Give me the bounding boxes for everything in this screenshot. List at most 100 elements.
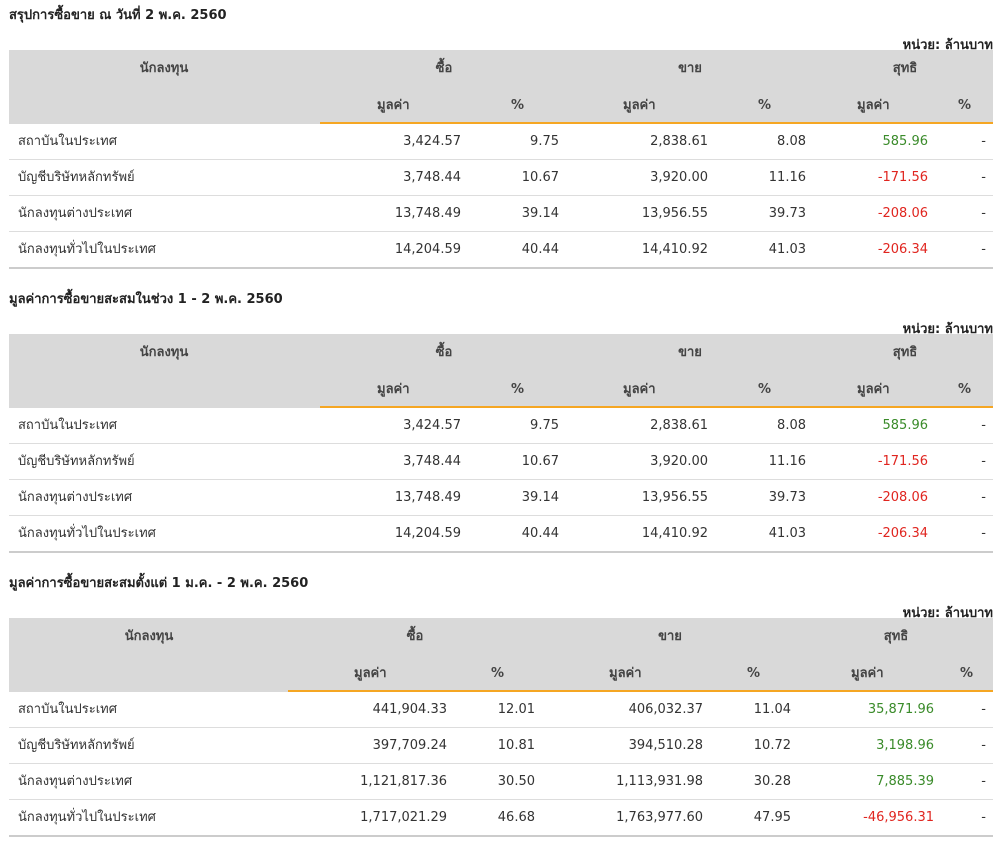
header-buy: ซื้อ bbox=[435, 61, 453, 76]
subheader-sell-value: มูลค่า bbox=[609, 666, 642, 681]
net-value: -208.06 bbox=[877, 206, 928, 221]
sell-value: 2,838.61 bbox=[650, 134, 708, 149]
subheader-buy-pct: % bbox=[490, 666, 504, 681]
net-value: -171.56 bbox=[877, 454, 928, 469]
net-percent: - bbox=[981, 774, 986, 789]
net-value: 585.96 bbox=[882, 418, 929, 433]
buy-percent: 40.44 bbox=[521, 242, 559, 257]
subheader-net-pct: % bbox=[957, 382, 971, 397]
buy-percent: 46.68 bbox=[497, 810, 535, 825]
net-value: -206.34 bbox=[877, 526, 928, 541]
header-buy: ซื้อ bbox=[435, 345, 453, 360]
header-investor: นักลงทุน bbox=[124, 629, 174, 644]
net-percent: - bbox=[981, 810, 986, 825]
net-value: -171.56 bbox=[877, 170, 928, 185]
header-buy: ซื้อ bbox=[406, 629, 424, 644]
table-row: บัญชีบริษัทหลักทรัพย์ 3,748.44 10.67 3,920.… bbox=[9, 444, 993, 480]
net-percent: - bbox=[981, 526, 986, 541]
subheader-buy-pct: % bbox=[510, 98, 524, 113]
table-subheader-row: มูลค่า% มูลค่า% มูลค่า% bbox=[9, 87, 993, 124]
investor-name: นักลงทุนทั่วไปในประเทศ bbox=[18, 526, 156, 541]
subheader-net-value: มูลค่า bbox=[857, 382, 890, 397]
subheader-net-value: มูลค่า bbox=[857, 98, 890, 113]
sell-value: 2,838.61 bbox=[650, 418, 708, 433]
buy-percent: 39.14 bbox=[521, 490, 559, 505]
investor-name: บัญชีบริษัทหลักทรัพย์ bbox=[18, 738, 135, 753]
net-value: -208.06 bbox=[877, 490, 928, 505]
investor-name: นักลงทุนต่างประเทศ bbox=[18, 774, 133, 789]
buy-value: 14,204.59 bbox=[394, 526, 461, 541]
table-row: นักลงทุนทั่วไปในประเทศ 14,204.59 40.44 14,4… bbox=[9, 232, 993, 269]
sell-value: 3,920.00 bbox=[650, 170, 708, 185]
investor-name: บัญชีบริษัทหลักทรัพย์ bbox=[18, 454, 135, 469]
sell-percent: 41.03 bbox=[768, 242, 806, 257]
subheader-buy-pct: % bbox=[510, 382, 524, 397]
investor-name: นักลงทุนทั่วไปในประเทศ bbox=[18, 810, 156, 825]
unit-label: หน่วย: ล้านบาท bbox=[902, 322, 993, 337]
net-percent: - bbox=[981, 418, 986, 433]
sell-value: 1,113,931.98 bbox=[616, 774, 703, 789]
sell-value: 13,956.55 bbox=[641, 490, 708, 505]
sell-value: 406,032.37 bbox=[628, 702, 703, 717]
net-value: 3,198.96 bbox=[876, 738, 934, 753]
trading-section: มูลค่าการซื้อขายสะสมในช่วง 1 - 2 พ.ค. 25… bbox=[0, 288, 1001, 558]
sell-percent: 10.72 bbox=[753, 738, 791, 753]
header-investor: นักลงทุน bbox=[139, 61, 189, 76]
subheader-sell-value: มูลค่า bbox=[623, 382, 656, 397]
net-percent: - bbox=[981, 454, 986, 469]
header-accent-line bbox=[320, 406, 993, 408]
trading-section: สรุปการซื้อขาย ณ วันที่ 2 พ.ค. 2560 หน่วย… bbox=[0, 4, 1001, 274]
header-sell: ขาย bbox=[678, 345, 702, 360]
buy-value: 14,204.59 bbox=[394, 242, 461, 257]
buy-percent: 9.75 bbox=[530, 418, 559, 433]
net-value: -206.34 bbox=[877, 242, 928, 257]
net-percent: - bbox=[981, 738, 986, 753]
table-row: นักลงทุนต่างประเทศ 13,748.49 39.14 13,956.5… bbox=[9, 196, 993, 232]
buy-percent: 10.81 bbox=[497, 738, 535, 753]
buy-percent: 10.67 bbox=[521, 170, 559, 185]
buy-percent: 9.75 bbox=[530, 134, 559, 149]
header-net: สุทธิ bbox=[892, 61, 918, 76]
subheader-buy-value: มูลค่า bbox=[377, 98, 410, 113]
header-investor: นักลงทุน bbox=[139, 345, 189, 360]
trading-section: มูลค่าการซื้อขายสะสมตั้งแต่ 1 ม.ค. - 2 พ… bbox=[0, 572, 1001, 842]
buy-value: 441,904.33 bbox=[372, 702, 447, 717]
header-sell: ขาย bbox=[678, 61, 702, 76]
buy-value: 3,424.57 bbox=[403, 134, 461, 149]
unit-label: หน่วย: ล้านบาท bbox=[902, 38, 993, 53]
investor-name: สถาบันในประเทศ bbox=[18, 418, 117, 433]
table-row: นักลงทุนต่างประเทศ 1,121,817.36 30.50 1,113… bbox=[9, 764, 993, 800]
sell-percent: 39.73 bbox=[768, 490, 806, 505]
table-row: บัญชีบริษัทหลักทรัพย์ 3,748.44 10.67 3,920.… bbox=[9, 160, 993, 196]
unit-label: หน่วย: ล้านบาท bbox=[902, 606, 993, 621]
buy-value: 3,748.44 bbox=[403, 454, 461, 469]
net-percent: - bbox=[981, 702, 986, 717]
buy-percent: 40.44 bbox=[521, 526, 559, 541]
subheader-net-pct: % bbox=[959, 666, 973, 681]
sell-percent: 8.08 bbox=[777, 418, 806, 433]
net-percent: - bbox=[981, 170, 986, 185]
buy-percent: 30.50 bbox=[497, 774, 535, 789]
sell-percent: 8.08 bbox=[777, 134, 806, 149]
subheader-sell-pct: % bbox=[746, 666, 760, 681]
header-accent-line bbox=[320, 122, 993, 124]
sell-percent: 41.03 bbox=[768, 526, 806, 541]
subheader-sell-pct: % bbox=[757, 98, 771, 113]
section-title: มูลค่าการซื้อขายสะสมตั้งแต่ 1 ม.ค. - 2 พ… bbox=[9, 576, 309, 591]
net-percent: - bbox=[981, 134, 986, 149]
table-subheader-row: มูลค่า% มูลค่า% มูลค่า% bbox=[9, 655, 993, 692]
table-header-row: นักลงทุน ซื้อ ขาย สุทธิ bbox=[9, 618, 993, 655]
header-sell: ขาย bbox=[658, 629, 682, 644]
subheader-net-pct: % bbox=[957, 98, 971, 113]
table-header-row: นักลงทุน ซื้อ ขาย สุทธิ bbox=[9, 50, 993, 87]
sell-value: 13,956.55 bbox=[641, 206, 708, 221]
sell-percent: 39.73 bbox=[768, 206, 806, 221]
buy-value: 1,717,021.29 bbox=[360, 810, 447, 825]
sell-value: 1,763,977.60 bbox=[616, 810, 703, 825]
investor-name: บัญชีบริษัทหลักทรัพย์ bbox=[18, 170, 135, 185]
section-title: สรุปการซื้อขาย ณ วันที่ 2 พ.ค. 2560 bbox=[9, 8, 227, 23]
table-row: สถาบันในประเทศ 3,424.57 9.75 2,838.61 8.08 58… bbox=[9, 408, 993, 444]
net-percent: - bbox=[981, 490, 986, 505]
net-percent: - bbox=[981, 242, 986, 257]
table-row: บัญชีบริษัทหลักทรัพย์ 397,709.24 10.81 394,… bbox=[9, 728, 993, 764]
